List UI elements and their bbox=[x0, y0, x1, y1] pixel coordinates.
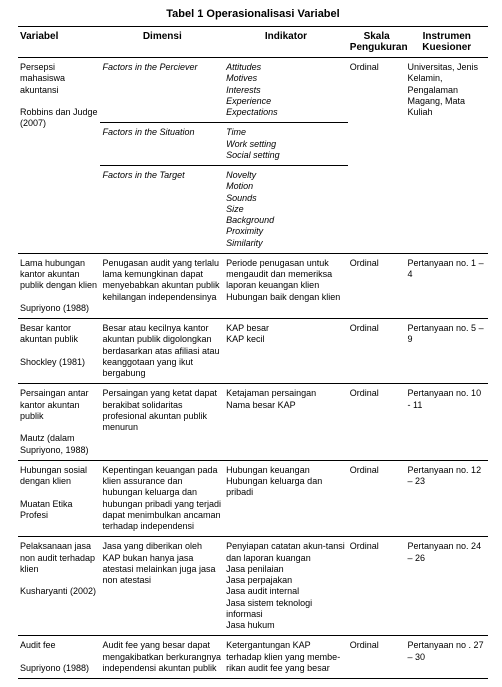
row5-indikator: Hubungan keuanganHubungan keluarga dan p… bbox=[224, 460, 348, 537]
row6-indikator: Penyiapan catatan akun-tansi dan laporan… bbox=[224, 537, 348, 636]
row4-indikator: Ketajaman persainganNama besar KAP bbox=[224, 384, 348, 461]
row3-instrumen: Pertanyaan no. 5 – 9 bbox=[406, 319, 488, 384]
row1-dim2: Factors in the Situation bbox=[100, 123, 224, 166]
row1-skala: Ordinal bbox=[348, 58, 406, 254]
row7-dimensi: Audit fee yang besar dapat mengakibatkan… bbox=[100, 636, 224, 679]
header-skala: Skala Pengukuran bbox=[348, 27, 406, 58]
row1-instrumen: Universitas, Jenis Kelamin, Pengalaman M… bbox=[406, 58, 488, 254]
row2-indikator: Periode penugasan untuk mengaudit dan me… bbox=[224, 253, 348, 318]
row3-variabel: Besar kantor akuntan publikShockley (198… bbox=[18, 319, 100, 384]
row1-ind3: NoveltyMotionSoundsSizeBackgroundProximi… bbox=[224, 166, 348, 254]
row1-dim1: Factors in the Perciever bbox=[100, 58, 224, 123]
row5-dimensi: Kepentingan keuangan pada klien assuranc… bbox=[100, 460, 224, 537]
row4-instrumen: Pertanyaan no. 10 - 11 bbox=[406, 384, 488, 461]
row1-ind2: TimeWork settingSocial setting bbox=[224, 123, 348, 166]
row2-dimensi: Penugasan audit yang terlalu lama kemung… bbox=[100, 253, 224, 318]
header-indikator: Indikator bbox=[224, 27, 348, 58]
row3-dimensi: Besar atau kecilnya kantor akuntan publi… bbox=[100, 319, 224, 384]
row2-instrumen: Pertanyaan no. 1 – 4 bbox=[406, 253, 488, 318]
row1-ind1: AttitudesMotivesInterestsExperienceExpec… bbox=[224, 58, 348, 123]
row5-instrumen: Pertanyaan no. 12 – 23 bbox=[406, 460, 488, 537]
row3-indikator: KAP besarKAP kecil bbox=[224, 319, 348, 384]
row1-variabel: Persepsi mahasiswa akuntansiRobbins dan … bbox=[18, 58, 100, 254]
row2-variabel: Lama hubungan kantor akuntan publik deng… bbox=[18, 253, 100, 318]
operationalization-table: Variabel Dimensi Indikator Skala Penguku… bbox=[18, 26, 488, 679]
row5-skala: Ordinal bbox=[348, 460, 406, 537]
row4-variabel: Persaingan antar kantor akuntan publikMa… bbox=[18, 384, 100, 461]
row6-dimensi: Jasa yang diberikan oleh KAP bukan hanya… bbox=[100, 537, 224, 636]
row5-variabel: Hubungan sosial dengan klienMuatan Etika… bbox=[18, 460, 100, 537]
row6-skala: Ordinal bbox=[348, 537, 406, 636]
row7-instrumen: Pertanyaan no . 27 – 30 bbox=[406, 636, 488, 679]
row6-instrumen: Pertanyaan no. 24 – 26 bbox=[406, 537, 488, 636]
row7-variabel: Audit feeSupriyono (1988) bbox=[18, 636, 100, 679]
header-variabel: Variabel bbox=[18, 27, 100, 58]
header-dimensi: Dimensi bbox=[100, 27, 224, 58]
row6-variabel: Pelaksanaan jasa non audit terhadap klie… bbox=[18, 537, 100, 636]
table-title: Tabel 1 Operasionalisasi Variabel bbox=[18, 8, 488, 20]
row1-dim3: Factors in the Target bbox=[100, 166, 224, 254]
row3-skala: Ordinal bbox=[348, 319, 406, 384]
row2-skala: Ordinal bbox=[348, 253, 406, 318]
header-instrumen: Instrumen Kuesioner bbox=[406, 27, 488, 58]
row4-dimensi: Persaingan yang ketat dapat berakibat so… bbox=[100, 384, 224, 461]
row7-indikator: Ketergantungan KAP terhadap klien yang m… bbox=[224, 636, 348, 679]
row7-skala: Ordinal bbox=[348, 636, 406, 679]
row4-skala: Ordinal bbox=[348, 384, 406, 461]
